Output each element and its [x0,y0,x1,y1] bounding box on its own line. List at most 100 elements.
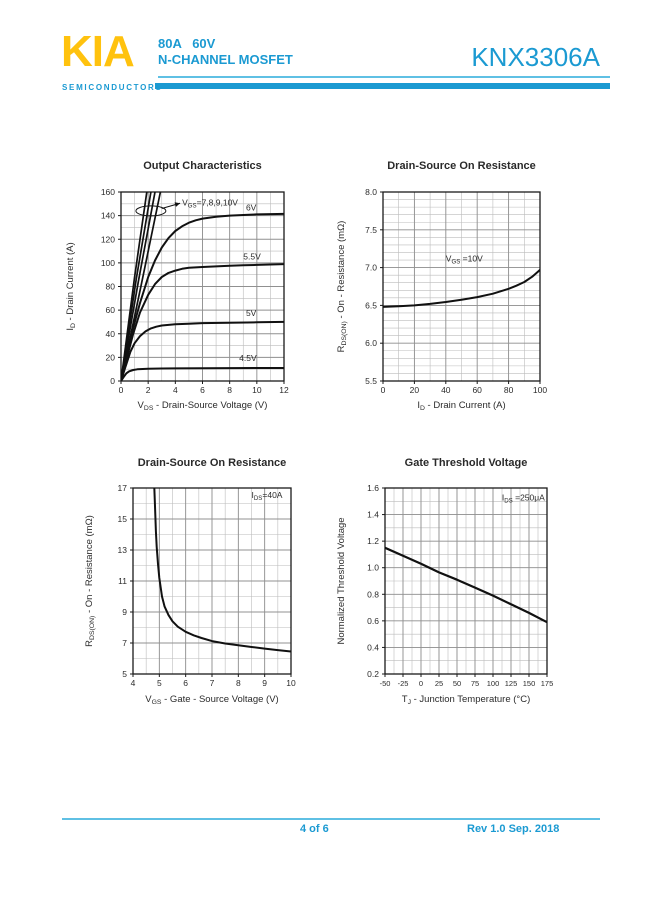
svg-text:0.2: 0.2 [367,669,379,679]
svg-text:40: 40 [441,385,451,395]
svg-text:150: 150 [523,679,536,688]
svg-text:6.5: 6.5 [365,300,377,310]
svg-text:25: 25 [435,679,443,688]
svg-text:5.5: 5.5 [365,376,377,386]
svg-text:100: 100 [101,258,115,268]
svg-text:0.6: 0.6 [367,616,379,626]
svg-text:VGS=7,8,9,10V: VGS=7,8,9,10V [182,198,238,210]
svg-text:1.0: 1.0 [367,563,379,573]
kia-logo-subtitle: SEMICONDUCTORS [62,83,163,92]
revision-label: Rev 1.0 Sep. 2018 [467,823,560,835]
svg-text:VDS - Drain-Source Voltage (V): VDS - Drain-Source Voltage (V) [138,400,268,412]
svg-text:8: 8 [236,678,241,688]
svg-text:TJ - Junction Temperature (°C): TJ - Junction Temperature (°C) [402,694,531,706]
svg-text:-25: -25 [398,679,409,688]
svg-text:ID - Drain Current (A): ID - Drain Current (A) [65,242,77,330]
svg-text:0: 0 [110,376,115,386]
series-vgs-4.5v [121,367,284,381]
svg-text:12: 12 [279,385,289,395]
svg-text:100: 100 [487,679,500,688]
chart-gate-threshold-voltage: Gate Threshold Voltage -50 -25 0 25 50 75 100 1… [330,452,575,727]
header-rule-thin [158,76,610,78]
series-vgs-6v [121,212,284,381]
chart-title: Gate Threshold Voltage [404,457,528,469]
svg-text:9: 9 [122,607,127,617]
svg-text:100: 100 [533,385,547,395]
svg-text:IDS=40A: IDS=40A [252,490,283,502]
chart-rdson-vs-gate-voltage: Drain-Source On Resistance 4 5 6 7 8 9 10 5 7 9 11… [68,452,313,727]
svg-text:5.5V: 5.5V [243,251,261,261]
svg-text:6: 6 [200,385,205,395]
svg-text:80: 80 [106,282,116,292]
svg-text:7.0: 7.0 [365,263,377,273]
chart-canvas: -50 -25 0 25 50 75 100 125 150 175 0.2 0.4 0.6 0.8 1.0… [336,483,554,706]
grouping-ellipse [135,205,167,217]
svg-text:125: 125 [505,679,518,688]
svg-text:80: 80 [504,385,514,395]
svg-text:1.4: 1.4 [367,510,379,520]
svg-text:ID - Drain Current (A): ID - Drain Current (A) [417,400,505,412]
svg-text:1.6: 1.6 [367,483,379,493]
chart-output-characteristics: Output Characteristics 0 2 4 6 8 10 12 0 20 40 60 8… [55,158,300,420]
svg-text:VGS =10V: VGS =10V [446,254,483,266]
svg-text:RDS(ON) - On - Resistance (mΩ): RDS(ON) - On - Resistance (mΩ) [84,515,96,647]
svg-text:0: 0 [419,679,423,688]
svg-text:6.0: 6.0 [365,338,377,348]
footer-rule [62,818,600,820]
page-indicator: 4 of 6 [300,823,329,835]
svg-text:2: 2 [146,385,151,395]
svg-text:0.4: 0.4 [367,642,379,652]
svg-text:175: 175 [541,679,554,688]
svg-text:50: 50 [453,679,461,688]
svg-text:VGS - Gate - Source Voltage (V: VGS - Gate - Source Voltage (V) [145,694,278,706]
series-vgs-8v [121,192,156,381]
svg-text:20: 20 [106,352,116,362]
svg-text:4: 4 [131,678,136,688]
svg-text:4: 4 [173,385,178,395]
svg-text:10: 10 [252,385,262,395]
svg-text:9: 9 [262,678,267,688]
svg-text:6V: 6V [246,202,257,212]
svg-text:120: 120 [101,234,115,244]
svg-text:20: 20 [410,385,420,395]
svg-text:IDS =250μA: IDS =250μA [502,493,545,505]
svg-text:5: 5 [122,669,127,679]
svg-text:0: 0 [381,385,386,395]
svg-text:6: 6 [183,678,188,688]
chart-canvas: 0 20 40 60 80 100 5.5 6.0 6.5 7.0 7.5 8.0 ID - Drain… [336,187,547,412]
series-vgs-10v [383,268,540,308]
svg-text:4.5V: 4.5V [239,353,257,363]
svg-text:75: 75 [471,679,479,688]
svg-text:0: 0 [119,385,124,395]
svg-text:7: 7 [122,638,127,648]
svg-text:17: 17 [118,483,128,493]
svg-text:8: 8 [227,385,232,395]
header-rule-thick [155,83,610,89]
kia-logo: KIA [61,27,135,76]
svg-text:40: 40 [106,329,116,339]
svg-text:160: 160 [101,187,115,197]
series-ids-40a [153,488,291,653]
svg-text:8.0: 8.0 [365,187,377,197]
svg-text:140: 140 [101,211,115,221]
svg-text:15: 15 [118,514,128,524]
chart-title: Output Characteristics [143,160,262,172]
svg-text:Normalized Threshold Voltage: Normalized Threshold Voltage [336,517,347,644]
chart-rdson-vs-drain-current: Drain-Source On Resistance 0 20 40 60 80 100 5… [330,158,575,420]
series-vgs-5v [121,320,284,381]
header-device-type: N-CHANNEL MOSFET [158,52,293,67]
svg-text:1.2: 1.2 [367,536,379,546]
header-rating: 80A 60V [158,36,216,51]
svg-text:5: 5 [157,678,162,688]
part-number: KNX3306A [471,42,600,72]
series-ids-250ua [385,546,547,624]
chart-title: Drain-Source On Resistance [137,457,287,469]
svg-text:5V: 5V [246,308,257,318]
svg-text:0.8: 0.8 [367,589,379,599]
chart-title: Drain-Source On Resistance [387,160,536,172]
svg-text:11: 11 [118,576,127,586]
svg-text:60: 60 [472,385,482,395]
